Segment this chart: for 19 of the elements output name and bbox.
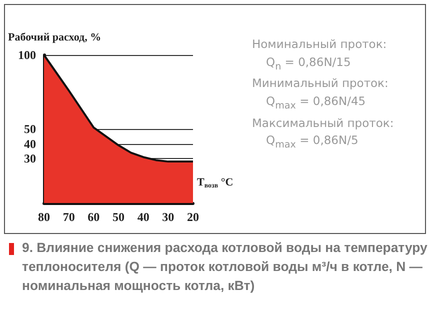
x-tick-label: 70	[62, 210, 75, 224]
text: Q$_{max}$ = 0,86N/45	[265, 92, 367, 114]
y-axis-title: Рабочий расход, %	[8, 32, 102, 44]
y-tick-label: 50	[24, 122, 36, 136]
x-tick-label: 30	[162, 210, 174, 224]
x-tick-label: 40	[137, 210, 150, 224]
text: Минимальный проток:	[251, 75, 390, 92]
y-tick-label: 30	[24, 152, 36, 166]
text: Q$_{max}$ = 0,86N/5	[265, 132, 360, 152]
x-tick-label: 20	[187, 210, 199, 224]
x-tick-label: 50	[112, 210, 124, 224]
text: Максимальный проток:	[251, 114, 395, 132]
y-tick-label: 40	[24, 136, 36, 151]
text: Q$_{n}$ = 0,86N/15	[265, 54, 352, 74]
y-tick-label: 100	[18, 48, 36, 62]
x-tick-label: 80	[38, 210, 50, 224]
text: 9. Влияние снижения расхода котловой воды на температуру теплоносителя (Q — проток котловой воды м³/ч в котле, N — номинальная мощность котла, кВт)	[22, 239, 428, 295]
text: Номинальный проток:	[251, 36, 388, 53]
x-tick-label: 60	[88, 210, 100, 224]
